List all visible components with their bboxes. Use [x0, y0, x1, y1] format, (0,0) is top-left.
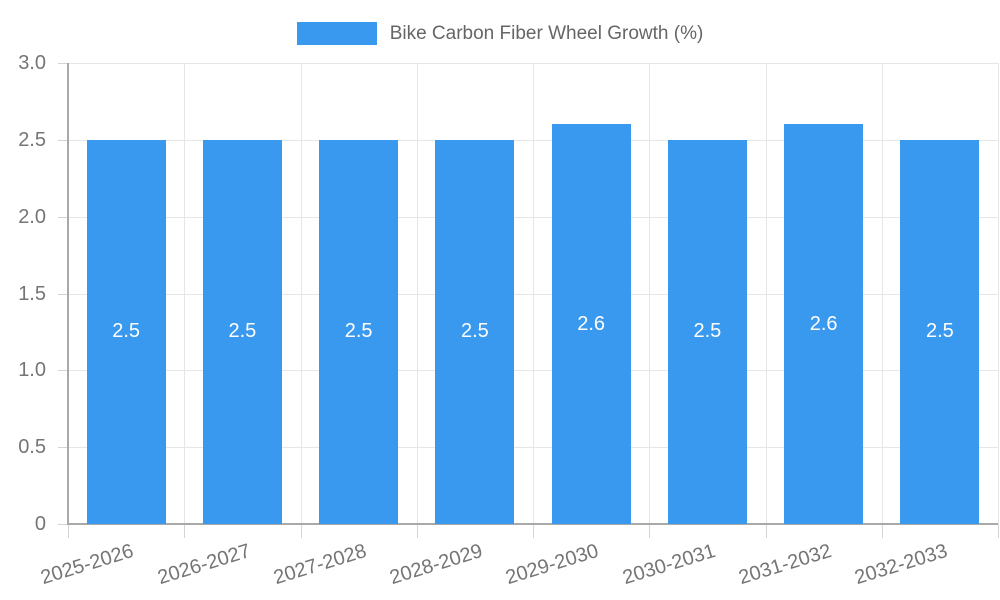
- gridline-vertical: [300, 63, 302, 524]
- x-tick-label: 2028-2029: [387, 540, 486, 590]
- gridline-vertical: [184, 63, 186, 524]
- x-tick: [300, 524, 302, 538]
- y-tick-label: 1.0: [18, 359, 46, 382]
- x-tick: [68, 524, 69, 538]
- bar[interactable]: 2.5: [86, 139, 166, 524]
- x-tick-label: 2029-2030: [503, 540, 602, 590]
- bar[interactable]: 2.5: [667, 139, 747, 524]
- bar-value-label: 2.6: [577, 312, 606, 335]
- gridline-vertical: [998, 63, 999, 524]
- bar-value-label: 2.5: [228, 320, 257, 343]
- y-tick: [58, 370, 68, 372]
- x-tick-label: 2032-2033: [852, 540, 951, 590]
- x-tick: [998, 524, 999, 538]
- bar-value-label: 2.5: [925, 320, 954, 343]
- bar-value-label: 2.5: [112, 320, 141, 343]
- bar-value-label: 2.5: [460, 320, 489, 343]
- gridline-vertical: [881, 63, 883, 524]
- x-tick: [416, 524, 418, 538]
- bar[interactable]: 2.6: [784, 124, 864, 524]
- x-tick-label: 2030-2031: [619, 540, 718, 590]
- bar[interactable]: 2.5: [435, 139, 515, 524]
- x-tick-label: 2027-2028: [271, 540, 370, 590]
- x-axis-line: [67, 523, 998, 525]
- gridline-vertical: [765, 63, 767, 524]
- y-tick-label: 1.5: [18, 282, 46, 305]
- bar-value-label: 2.5: [693, 320, 722, 343]
- bar[interactable]: 2.5: [900, 139, 980, 524]
- legend[interactable]: Bike Carbon Fiber Wheel Growth (%): [0, 22, 1000, 45]
- legend-swatch: [296, 22, 377, 45]
- gridline-vertical: [533, 63, 534, 524]
- gridline-vertical: [416, 63, 418, 524]
- y-tick-label: 2.5: [18, 128, 46, 151]
- y-tick: [58, 447, 68, 449]
- bar[interactable]: 2.5: [319, 139, 399, 524]
- bar[interactable]: 2.6: [551, 124, 631, 524]
- y-tick: [58, 139, 68, 141]
- y-tick-label: 0.5: [18, 436, 46, 459]
- y-tick: [58, 293, 68, 295]
- bar-value-label: 2.5: [344, 320, 373, 343]
- legend-label: Bike Carbon Fiber Wheel Growth (%): [389, 23, 704, 44]
- x-tick: [184, 524, 186, 538]
- y-tick: [58, 63, 68, 64]
- y-tick: [58, 524, 68, 525]
- y-tick-label: 2.0: [18, 205, 46, 228]
- x-tick: [765, 524, 767, 538]
- x-tick: [881, 524, 883, 538]
- gridline-vertical: [649, 63, 651, 524]
- x-tick: [649, 524, 651, 538]
- x-tick-label: 2026-2027: [154, 540, 253, 590]
- y-tick: [58, 216, 68, 218]
- x-tick: [533, 524, 534, 538]
- y-tick-label: 0: [34, 513, 46, 535]
- y-tick-label: 3.0: [18, 52, 46, 74]
- x-tick-label: 2031-2032: [736, 540, 835, 590]
- y-axis-line: [67, 63, 69, 524]
- bar[interactable]: 2.5: [202, 139, 282, 524]
- x-tick-label: 2025-2026: [38, 540, 137, 590]
- bar-value-label: 2.6: [809, 312, 838, 335]
